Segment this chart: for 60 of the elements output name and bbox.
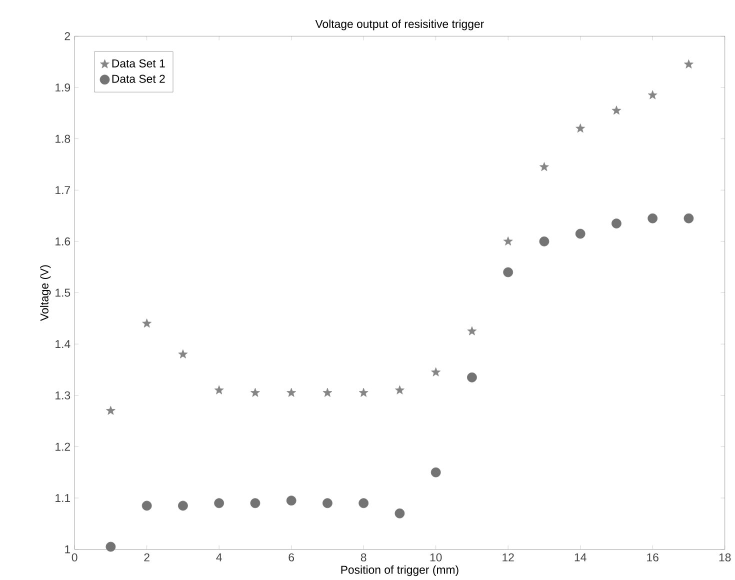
point	[503, 267, 514, 278]
point	[178, 349, 188, 358]
point	[214, 498, 224, 508]
y-tick-label: 1.6	[56, 237, 70, 246]
x-tick-label: 0	[72, 553, 78, 562]
y-tick-label: 1.5	[56, 288, 70, 297]
x-tick-label: 14	[574, 553, 586, 562]
point	[394, 385, 404, 394]
point	[142, 500, 152, 511]
y-axis-title: Voltage (V)	[40, 265, 51, 322]
legend-label: Data Set 1	[112, 59, 165, 68]
y-tick-label: 1.7	[56, 186, 70, 194]
legend-label: Data Set 2	[112, 74, 165, 83]
point	[575, 228, 586, 239]
point	[503, 236, 513, 246]
point	[178, 500, 188, 511]
y-tick-label: 1	[65, 545, 70, 554]
point	[431, 367, 441, 376]
point	[322, 498, 332, 508]
y-tick-label: 1.8	[56, 134, 70, 143]
point	[286, 388, 296, 397]
point	[612, 218, 622, 228]
x-tick-label: 18	[719, 553, 731, 562]
point	[684, 213, 694, 224]
point	[576, 124, 586, 133]
point	[214, 385, 224, 394]
point	[142, 318, 152, 328]
x-tick-label: 8	[360, 553, 366, 562]
point	[106, 542, 116, 552]
point	[648, 90, 658, 100]
y-tick-label: 2	[64, 32, 70, 40]
point	[539, 236, 550, 246]
chart-title: Voltage output of resisitive trigger	[315, 20, 484, 30]
x-tick-label: 2	[144, 553, 150, 562]
x-tick-label: 10	[430, 553, 442, 562]
point	[106, 406, 116, 415]
point	[358, 388, 368, 397]
point	[467, 372, 477, 382]
x-tick-label: 16	[647, 553, 658, 562]
point	[250, 388, 260, 397]
point	[540, 162, 549, 172]
point	[394, 508, 405, 518]
point	[430, 467, 441, 478]
point	[612, 106, 622, 115]
point	[467, 326, 477, 336]
y-tick-label: 1.4	[56, 340, 70, 348]
y-tick-label: 1.1	[56, 494, 70, 502]
y-tick-label: 1.3	[56, 391, 70, 400]
y-tick-label: 1.2	[56, 442, 70, 451]
x-axis-title: Position of trigger (mm)	[341, 565, 458, 576]
point	[250, 498, 260, 508]
point	[684, 60, 694, 68]
x-tick-label: 12	[502, 553, 514, 562]
y-tick-label: 1.9	[56, 84, 70, 92]
x-tick-label: 4	[216, 553, 222, 562]
x-tick-label: 6	[288, 553, 294, 562]
point	[322, 388, 332, 397]
point	[648, 213, 658, 224]
point	[358, 498, 369, 508]
point	[286, 496, 296, 506]
